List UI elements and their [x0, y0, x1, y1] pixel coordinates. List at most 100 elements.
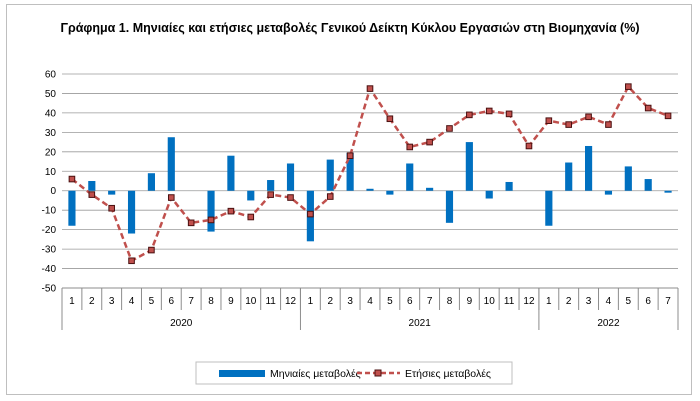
line-point: [267, 191, 274, 198]
year-label: 2020: [170, 318, 193, 329]
bar: [485, 190, 493, 199]
x-tick-label: 9: [228, 296, 234, 307]
line-point: [585, 113, 592, 121]
bar: [505, 181, 513, 191]
x-tick-label: 7: [665, 296, 671, 307]
x-tick-label: 6: [169, 296, 175, 307]
y-tick-label: 30: [45, 128, 57, 139]
chart-frame: [6, 4, 692, 395]
x-tick-label: 3: [347, 296, 353, 307]
bar: [386, 190, 394, 195]
bar: [565, 162, 573, 191]
line-point: [466, 111, 473, 119]
bar: [604, 190, 613, 195]
y-tick-label: -20: [42, 225, 57, 236]
x-tick-label: 3: [586, 296, 592, 307]
bar: [68, 190, 76, 226]
line-point: [505, 110, 513, 118]
bar-series: [68, 137, 672, 242]
x-tick-label: 9: [467, 296, 473, 307]
bar: [585, 145, 593, 191]
legend-bar-swatch: [219, 370, 265, 377]
legend-label-monthly: Μηνιαίες μεταβολές: [270, 368, 361, 380]
line-point: [68, 175, 76, 183]
bar: [664, 190, 672, 193]
line-point: [406, 143, 414, 151]
line-point: [227, 207, 235, 215]
line-point: [287, 194, 294, 201]
y-tick-label: 20: [45, 147, 57, 158]
x-tick-label: 6: [645, 296, 651, 307]
x-tick-label: 10: [484, 296, 496, 307]
legend-box: [195, 361, 513, 385]
bar: [167, 137, 175, 191]
bar: [445, 190, 454, 223]
line-point: [625, 83, 632, 90]
bar: [207, 190, 215, 232]
year-label: 2022: [597, 318, 620, 329]
bar: [465, 142, 473, 191]
bar: [108, 190, 116, 195]
x-tick-label: 5: [149, 296, 155, 307]
bar: [247, 190, 255, 201]
year-label: 2021: [409, 318, 432, 329]
x-tick-label: 2: [327, 296, 333, 307]
bar: [286, 163, 295, 191]
bar: [267, 180, 275, 191]
x-tick-label: 3: [109, 296, 115, 307]
line-point: [605, 121, 612, 128]
x-tick-label: 4: [367, 296, 373, 307]
line-point: [366, 85, 374, 92]
bar: [545, 190, 553, 226]
y-tick-label: -10: [42, 206, 57, 217]
legend: Μηνιαίες μεταβολές Ετήσιες μεταβολές: [195, 361, 513, 385]
x-tick-label: 8: [208, 296, 214, 307]
bar: [88, 181, 96, 191]
line-point: [525, 142, 533, 150]
x-tick-label: 1: [308, 296, 314, 307]
bar: [624, 166, 632, 191]
bar: [127, 190, 136, 234]
line-point: [167, 194, 175, 201]
bar: [644, 179, 652, 191]
line-point: [187, 219, 195, 227]
y-tick-label: -30: [42, 245, 57, 256]
y-tick-label: 0: [50, 186, 56, 197]
x-tick-label: 11: [504, 296, 515, 307]
line-point: [545, 117, 553, 124]
bar: [346, 152, 354, 191]
line-point: [88, 191, 96, 198]
line-point: [326, 193, 334, 200]
line-point: [485, 107, 493, 115]
x-tick-label: 12: [285, 296, 297, 307]
x-tick-label: 10: [245, 296, 257, 307]
x-tick-label: 6: [407, 296, 413, 307]
y-axis: -50 -40 -30 -20 -10 0 10 20 30 40 50 60: [42, 70, 57, 295]
legend-line-marker: [374, 369, 382, 377]
line-point: [346, 152, 354, 160]
y-tick-label: -40: [42, 264, 57, 275]
x-tick-label: 7: [427, 296, 433, 307]
x-tick-label: 8: [447, 296, 453, 307]
bar: [326, 159, 334, 191]
legend-label-annual: Ετήσιες μεταβολές: [405, 368, 491, 380]
line-point: [664, 112, 672, 120]
line-point: [565, 121, 573, 128]
x-tick-label: 4: [129, 296, 135, 307]
y-tick-label: 50: [45, 89, 57, 100]
y-tick-label: -50: [42, 284, 57, 295]
line-point: [446, 125, 453, 132]
bar: [366, 188, 374, 191]
line-point: [307, 210, 314, 218]
bar: [147, 173, 155, 191]
chart-title: Γράφημα 1. Μηνιαίες και ετήσιες μεταβολέ…: [60, 21, 639, 35]
line-point: [247, 213, 255, 221]
y-tick-label: 60: [45, 70, 57, 81]
x-tick-label: 1: [69, 296, 75, 307]
bar: [406, 163, 414, 191]
x-tick-label: 1: [546, 296, 552, 307]
bar: [227, 155, 235, 191]
y-tick-label: 10: [45, 167, 57, 178]
line-point: [207, 216, 215, 224]
